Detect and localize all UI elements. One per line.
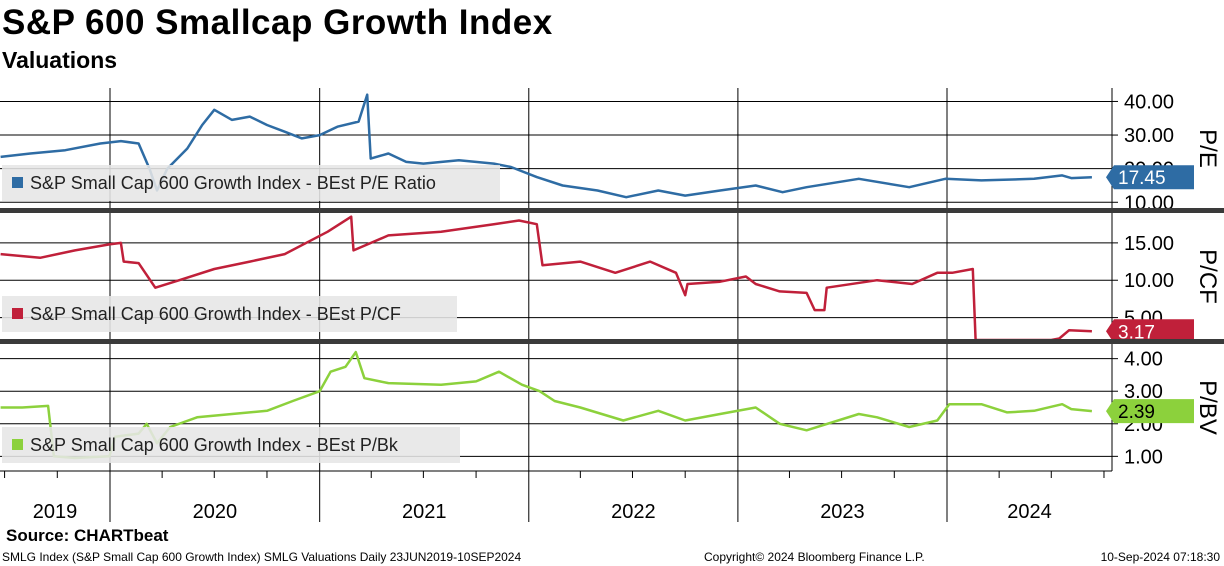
chart-title: S&P 600 Smallcap Growth Index <box>2 3 553 42</box>
last-value-label: 17.45 <box>1118 168 1166 189</box>
last-value-shape <box>1106 165 1194 190</box>
x-tick-label: 2019 <box>33 501 78 523</box>
legend-swatch <box>12 439 23 450</box>
x-tick-label: 2022 <box>611 501 656 523</box>
panel-separator <box>0 208 1224 213</box>
x-tick-label: 2023 <box>820 501 865 523</box>
panel-pe: S&P Small Cap 600 Growth Index - BEst P/… <box>0 88 1221 214</box>
legend: S&P Small Cap 600 Growth Index - BEst P/… <box>2 427 460 463</box>
legend-box <box>2 165 500 201</box>
panel-pcf: S&P Small Cap 600 Growth Index - BEst P/… <box>0 213 1221 344</box>
x-axis: 2019 2020 2021 2022 2023 2024 <box>0 470 1112 523</box>
y-tick-label: 15.00 <box>1124 233 1174 255</box>
legend: S&P Small Cap 600 Growth Index - BEst P/… <box>2 165 500 201</box>
last-value-tag: 17.45 <box>1106 165 1194 190</box>
y-tick-label: 10.00 <box>1124 270 1174 292</box>
panel-separator <box>0 339 1224 344</box>
last-value-label: 3.17 <box>1118 322 1155 343</box>
footer-index-description: SMLG Index (S&P Small Cap 600 Growth Ind… <box>2 550 522 564</box>
legend-swatch <box>12 177 23 188</box>
y-tick-label: 30.00 <box>1124 125 1174 147</box>
legend: S&P Small Cap 600 Growth Index - BEst P/… <box>2 296 457 332</box>
series-line <box>0 215 1092 342</box>
last-value-shape <box>1106 399 1194 424</box>
source-label: Source: CHARTbeat <box>6 526 169 545</box>
y-tick-label: 3.00 <box>1124 381 1163 403</box>
last-value-tag: 2.39 <box>1106 399 1194 424</box>
chart-subtitle: Valuations <box>2 47 118 73</box>
y-tick-label: 4.00 <box>1124 349 1163 371</box>
x-tick-label: 2024 <box>1007 501 1052 523</box>
panel-label: P/CF <box>1194 249 1221 304</box>
last-value-shape <box>1106 319 1194 344</box>
x-tick-label: 2021 <box>402 501 447 523</box>
panel-label: P/E <box>1194 129 1221 168</box>
legend-label: S&P Small Cap 600 Growth Index - BEst P/… <box>30 435 399 455</box>
legend-swatch <box>12 308 23 319</box>
panel-pbv: S&P Small Cap 600 Growth Index - BEst P/… <box>0 344 1221 471</box>
x-tick-label: 2020 <box>193 501 238 523</box>
y-axis: 1.002.003.004.00 <box>1111 344 1163 471</box>
legend-box <box>2 427 460 463</box>
legend-box <box>2 296 457 332</box>
footer-timestamp: 10-Sep-2024 07:18:30 <box>1100 550 1220 564</box>
legend-label: S&P Small Cap 600 Growth Index - BEst P/… <box>30 173 436 193</box>
last-value-label: 2.39 <box>1118 402 1155 423</box>
y-tick-label: 1.00 <box>1124 446 1163 468</box>
panel-label: P/BV <box>1194 380 1221 435</box>
last-value-tag: 3.17 <box>1106 319 1194 344</box>
footer-copyright: Copyright© 2024 Bloomberg Finance L.P. <box>704 550 925 564</box>
legend-label: S&P Small Cap 600 Growth Index - BEst P/… <box>30 304 401 324</box>
y-tick-label: 40.00 <box>1124 91 1174 113</box>
